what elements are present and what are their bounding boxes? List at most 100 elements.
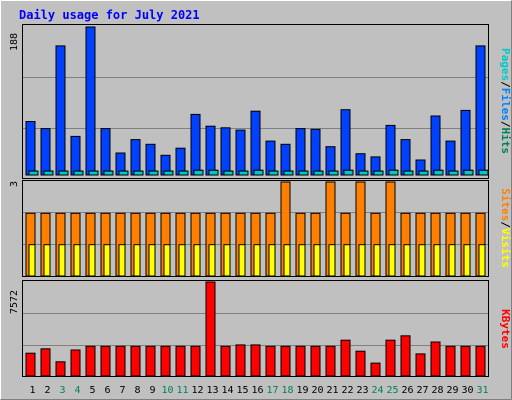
- hits-bar: [430, 115, 441, 176]
- x-tick-label: 22: [341, 385, 353, 396]
- legend-visits-sites: Sites/Visits: [499, 188, 512, 268]
- legend-separator-3: /: [499, 221, 512, 228]
- hits-bar: [295, 128, 306, 176]
- pages-bar: [373, 170, 384, 176]
- sites-bar: [43, 244, 51, 277]
- legend-sites: Sites: [499, 188, 512, 221]
- chart-bars: [25, 26, 489, 377]
- x-tick-label: 17: [266, 385, 278, 396]
- kbytes-bar: [100, 345, 111, 377]
- pages-bar: [73, 170, 84, 176]
- hits-bar: [445, 140, 456, 176]
- sites-bar: [238, 244, 246, 277]
- kbytes-bar: [265, 345, 276, 377]
- hits-bar: [40, 128, 51, 176]
- kbytes-bar: [415, 353, 426, 377]
- kbytes-bar: [70, 349, 81, 377]
- hits-bar: [340, 109, 351, 176]
- hits-bar: [55, 45, 66, 176]
- hits-bar: [85, 26, 96, 176]
- hits-bar: [220, 127, 231, 176]
- pages-bar: [43, 170, 54, 176]
- hits-bar: [130, 139, 141, 176]
- pages-bar: [418, 170, 429, 176]
- kbytes-bar: [25, 352, 36, 377]
- pages-bar: [193, 169, 204, 176]
- pages-bar: [268, 170, 279, 176]
- x-tick-label: 10: [161, 385, 173, 396]
- x-tick-label: 14: [221, 385, 233, 396]
- kbytes-bar: [460, 345, 471, 377]
- pages-bar: [403, 170, 414, 176]
- x-tick-label: 3: [59, 385, 65, 396]
- hits-bar: [400, 139, 411, 176]
- hits-bar: [100, 128, 111, 176]
- kbytes-bar: [250, 344, 261, 377]
- x-tick-label: 6: [104, 385, 110, 396]
- sites-bar: [343, 244, 351, 277]
- x-tick-label: 5: [89, 385, 95, 396]
- pages-bar: [133, 170, 144, 176]
- hits-bar: [235, 129, 246, 176]
- hits-bar: [70, 135, 81, 176]
- pages-bar: [313, 170, 324, 176]
- pages-bar: [118, 170, 129, 176]
- x-tick-label: 21: [326, 385, 338, 396]
- pages-bar: [88, 170, 99, 176]
- panel-kbytes-frame: [22, 280, 489, 377]
- kbytes-bar: [190, 345, 201, 377]
- kbytes-bar: [220, 345, 231, 377]
- y-max-label-kbytes: 7572: [9, 290, 20, 314]
- x-tick-label: 15: [236, 385, 248, 396]
- pages-bar: [163, 170, 174, 176]
- pages-bar: [28, 170, 39, 176]
- kbytes-bar: [340, 339, 351, 377]
- x-tick-label: 19: [296, 385, 308, 396]
- kbytes-bar: [130, 345, 141, 377]
- x-tick-label: 16: [251, 385, 263, 396]
- legend-visits: Visits: [499, 228, 512, 268]
- x-tick-label: 1: [29, 385, 35, 396]
- kbytes-bar: [385, 339, 396, 377]
- x-axis-labels: 1 2 3 4 5 6 7 8 9 10 11 12 13 14 15 16 17 18 19 20 21 22 23 24 2…: [29, 385, 488, 396]
- pages-bar: [283, 170, 294, 176]
- sites-bar: [88, 244, 96, 277]
- sites-bar: [433, 244, 441, 277]
- kbytes-bar: [115, 345, 126, 377]
- legend-pages: Pages: [499, 48, 512, 81]
- x-tick-label: 7: [119, 385, 125, 396]
- sites-bar: [148, 244, 156, 277]
- sites-bar: [58, 244, 66, 277]
- sites-bar: [358, 244, 366, 277]
- x-tick-label: 20: [311, 385, 323, 396]
- sites-bar: [478, 244, 486, 277]
- x-tick-label: 2: [44, 385, 50, 396]
- sites-bar: [313, 244, 321, 277]
- sites-bar: [28, 244, 36, 277]
- pages-bar: [238, 170, 249, 176]
- kbytes-bar: [355, 350, 366, 377]
- pages-bar: [223, 170, 234, 176]
- sites-bar: [133, 244, 141, 277]
- kbytes-bar: [175, 345, 186, 377]
- x-tick-label: 8: [134, 385, 140, 396]
- pages-bar: [478, 169, 489, 176]
- hits-bar: [280, 143, 291, 176]
- sites-bar: [253, 244, 261, 277]
- x-tick-label: 24: [371, 385, 383, 396]
- sites-bar: [388, 244, 396, 277]
- pages-bar: [103, 170, 114, 176]
- hits-bar: [25, 121, 36, 176]
- kbytes-bar: [475, 345, 486, 377]
- x-tick-label: 12: [191, 385, 203, 396]
- kbytes-bar: [325, 345, 336, 377]
- legend-hits-files-pages: Pages/Files/Hits: [499, 48, 512, 154]
- kbytes-bar: [40, 348, 51, 377]
- pages-bar: [388, 169, 399, 176]
- kbytes-bar: [310, 345, 321, 377]
- pages-bar: [298, 170, 309, 176]
- sites-bar: [448, 244, 456, 277]
